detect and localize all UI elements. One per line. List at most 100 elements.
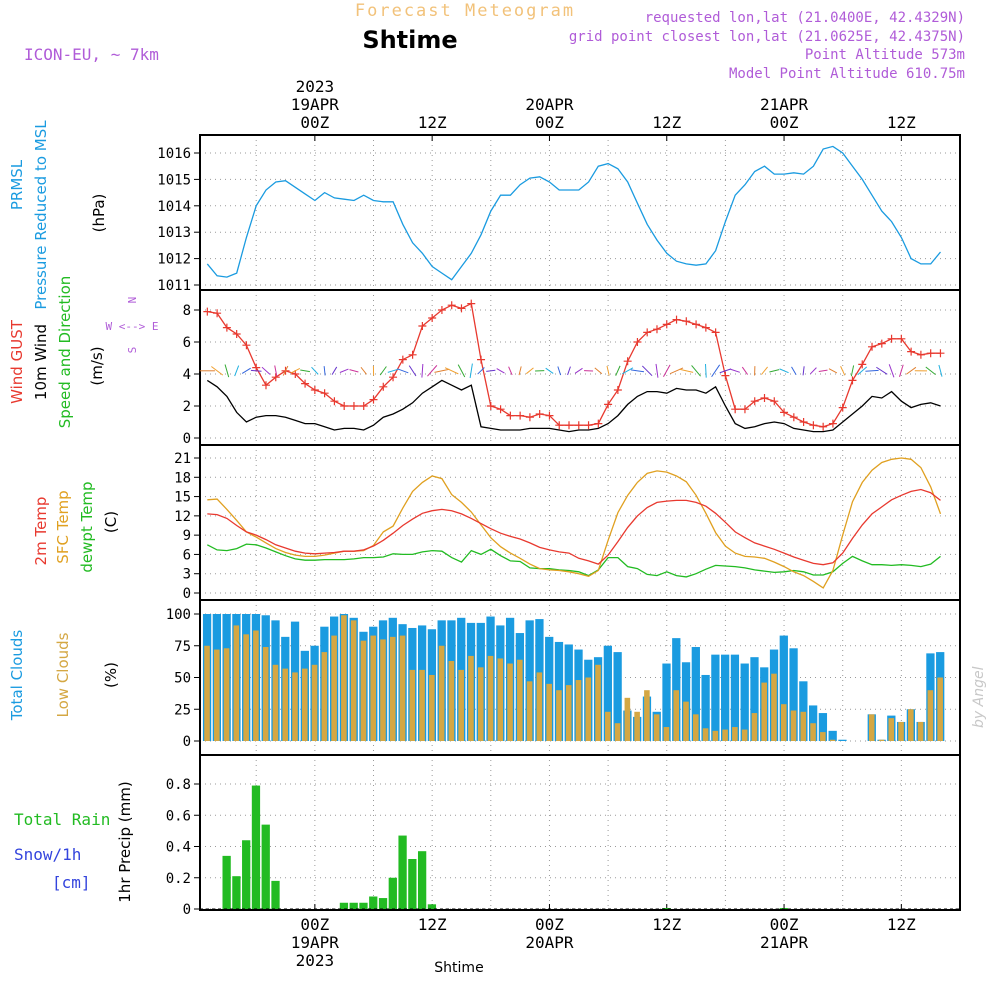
top-time-label: 00Z (535, 113, 564, 132)
rain-bar (378, 898, 388, 909)
wind-gust-marker (467, 299, 476, 308)
wind-gust-marker (389, 373, 398, 382)
cloud-low-ylabel: Low Clouds (54, 632, 72, 717)
wind-direction-arrow (669, 367, 684, 375)
wind-direction-arrow (574, 367, 583, 374)
wind-direction-arrow (828, 368, 838, 374)
low-cloud-bar (614, 723, 621, 741)
wind-gust-marker (379, 382, 388, 391)
wind-gust-marker (877, 339, 886, 348)
wind-direction-arrow (704, 363, 707, 378)
wind-gust-marker (457, 304, 466, 313)
rain-bar (261, 824, 270, 909)
low-cloud-bar (526, 681, 533, 741)
wind-direction-arrow (606, 365, 610, 376)
clouds-ytick-label: 50 (174, 671, 191, 687)
temperature-ytick-label: 3 (183, 567, 191, 583)
clouds-ytick-label: 0 (183, 734, 191, 750)
low-cloud-bar (624, 697, 631, 741)
wind-direction-arrow (779, 368, 789, 374)
rain-bar (232, 876, 241, 909)
wind-direction-arrow (630, 369, 645, 373)
station-title: Shtime (362, 26, 457, 54)
snow-unit-label: [cm] (52, 873, 91, 892)
wind-gust-marker (271, 373, 280, 382)
wind-direction-arrow (802, 366, 805, 376)
wind-direction-arrow (691, 365, 701, 377)
total-cloud-bar (691, 647, 700, 741)
wind-frame (199, 289, 961, 446)
pressure-ytick-label: 1014 (157, 199, 191, 215)
low-cloud-bar (350, 620, 357, 741)
bottom-time-label: 00Z (300, 915, 329, 934)
compass-south: S (126, 347, 139, 354)
wind-direction-arrow (567, 366, 571, 376)
wind-direction-arrow (663, 364, 671, 377)
rain-bar (369, 896, 378, 909)
wind-gust-marker (398, 355, 407, 364)
low-cloud-bar (722, 729, 728, 741)
wind-direction-arrow (387, 368, 399, 373)
wind-direction-arrow (469, 363, 473, 379)
wind-gust-marker (232, 330, 241, 338)
total-cloud-bar (525, 620, 534, 741)
wind-direction-arrow (408, 365, 417, 377)
low-cloud-bar (458, 669, 464, 741)
wind-gust-marker (496, 405, 505, 414)
wind-gust-marker (770, 397, 779, 406)
credit-watermark: by Angel (971, 666, 987, 728)
low-cloud-bar (517, 659, 523, 741)
wind-direction-arrow (331, 366, 338, 375)
rain-bar (417, 851, 427, 909)
precipitation-ytick-label: 0.6 (166, 808, 191, 824)
low-cloud-bar (370, 635, 376, 741)
total-cloud-bar (613, 652, 622, 741)
wind-gust-marker (213, 309, 222, 318)
low-cloud-bar (820, 732, 826, 741)
wind-direction-arrow (865, 369, 879, 372)
wind-gust-marker (731, 405, 740, 414)
wind-gust-marker (525, 413, 534, 422)
wind-gust-marker (838, 403, 847, 412)
pressure-ytick-label: 1011 (157, 278, 191, 294)
total-cloud-bar (789, 648, 798, 741)
low-cloud-bar (321, 652, 328, 741)
low-cloud-bar (653, 714, 660, 741)
bottom-time-label: 20APR (525, 933, 574, 952)
wind-gust-marker (320, 389, 329, 398)
low-cloud-bar (487, 655, 494, 741)
temp-2m-ylabel: 2m Temp (32, 497, 50, 566)
pressure-ytick-label: 1016 (157, 146, 191, 162)
total-cloud-bar (799, 681, 808, 741)
wind-direction-arrow (311, 366, 319, 375)
total-cloud-bar (711, 654, 720, 741)
wind-gust-marker (692, 320, 701, 329)
low-cloud-bar (253, 630, 259, 741)
top-time-label: 12Z (887, 113, 916, 132)
wind-gust-marker (760, 394, 769, 402)
pressure-line (206, 145, 942, 281)
total-cloud-bar (779, 635, 788, 741)
top-time-label: 19APR (291, 95, 340, 114)
low-cloud-bar (585, 677, 592, 741)
temp-2m-line (207, 488, 941, 566)
top-time-label: 12Z (652, 113, 681, 132)
wind-direction-arrow (339, 368, 349, 373)
wind-gust-marker (252, 363, 261, 372)
temp-sfc-ylabel: SFC Temp (54, 490, 72, 563)
top-time-label: 2023 (296, 77, 335, 96)
wind-gust-marker (545, 411, 554, 420)
precip-ylabel: 1hr Precip (mm) (116, 781, 134, 902)
total-cloud-bar (750, 657, 759, 741)
temperature-ytick-label: 6 (183, 547, 191, 563)
top-time-label: 12Z (418, 113, 447, 132)
wind-gust-marker (555, 421, 564, 430)
wind-direction-arrow (769, 369, 780, 373)
wind-gust-marker (349, 402, 358, 410)
pressure-ytick-label: 1015 (157, 172, 191, 188)
low-cloud-bar (497, 658, 504, 741)
wind-gust-line (207, 302, 941, 428)
wind-direction-arrow (360, 366, 367, 375)
sfc-temp-line (207, 457, 942, 589)
